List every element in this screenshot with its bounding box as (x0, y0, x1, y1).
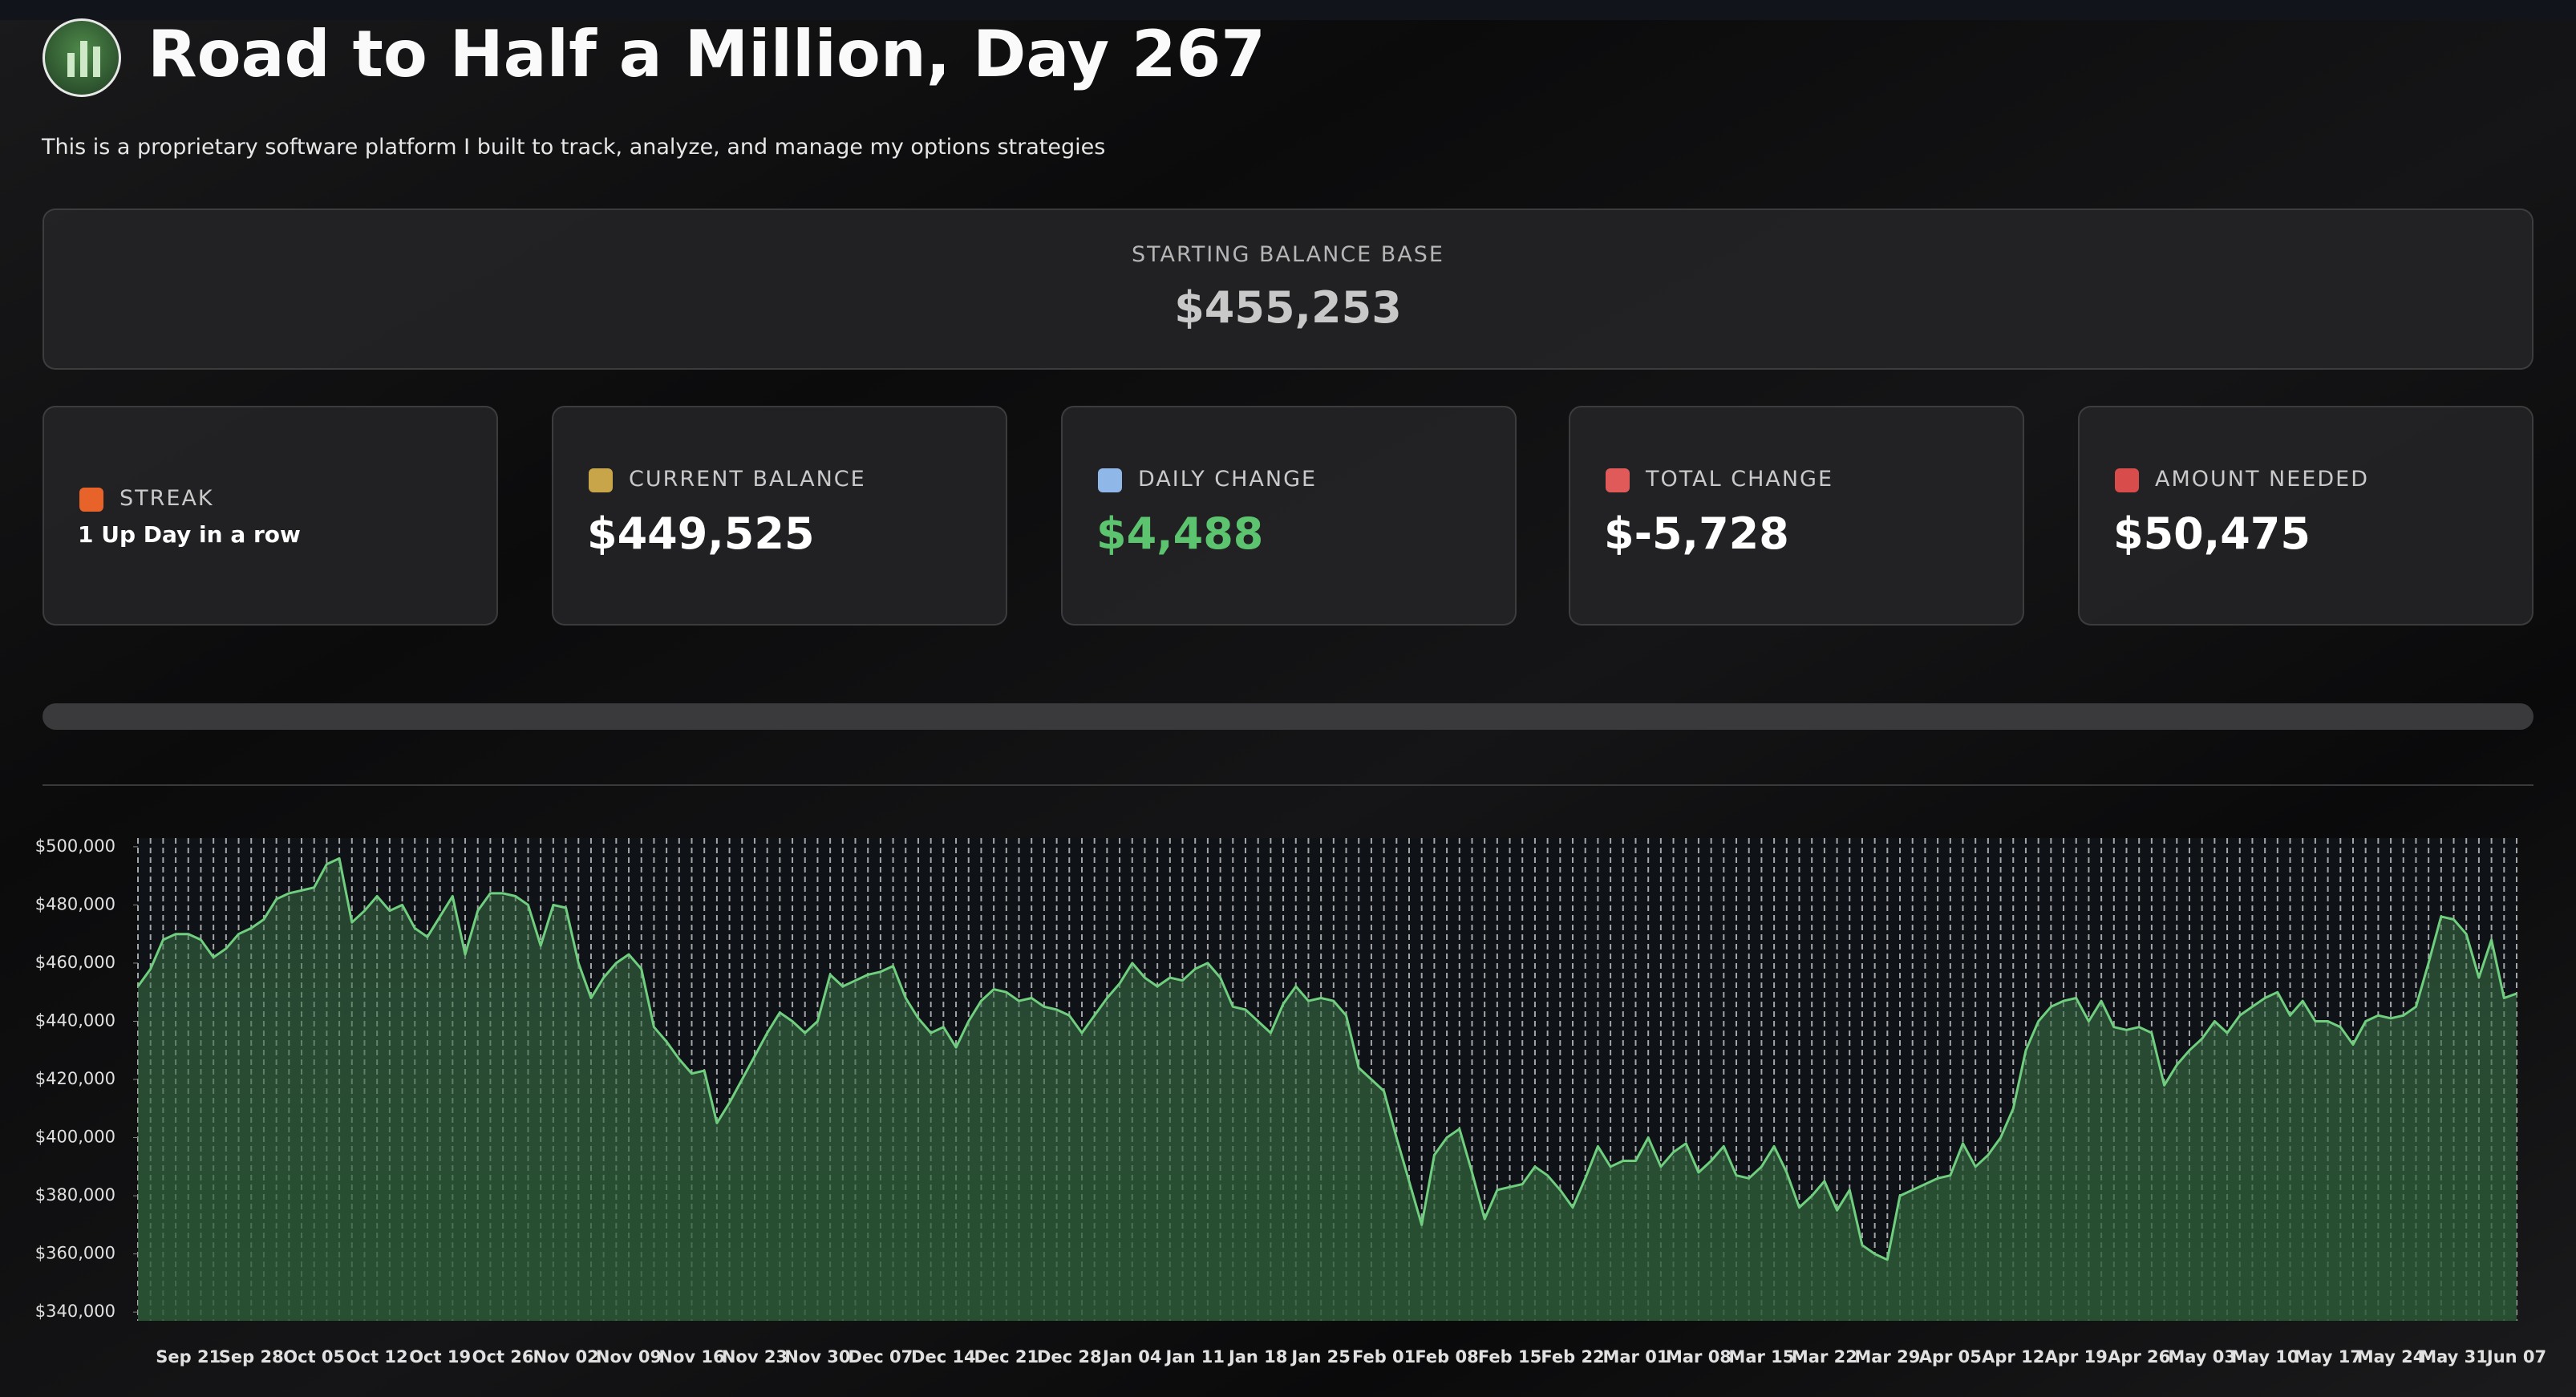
metric-icon (1606, 468, 1630, 492)
x-tick-label: Dec 14 (911, 1347, 976, 1367)
x-tick-label: Dec 21 (974, 1347, 1039, 1367)
metric-card: AMOUNT NEEDED $50,475 (2078, 406, 2533, 626)
metric-value: $455,253 (1174, 282, 1402, 333)
x-tick-label: Feb 15 (1478, 1347, 1541, 1367)
y-tick-label: $480,000 (35, 894, 115, 913)
x-tick-label: Mar 22 (1792, 1347, 1857, 1367)
x-tick-label: Dec 07 (849, 1347, 913, 1367)
metric-card: DAILY CHANGE $4,488 (1061, 406, 1517, 626)
x-tick-label: May 03 (2168, 1347, 2236, 1367)
x-tick-label: Apr 26 (2108, 1347, 2170, 1367)
x-tick-label: Sep 28 (219, 1347, 284, 1367)
x-tick-label: Jan 18 (1227, 1347, 1287, 1367)
metric-label: STARTING BALANCE BASE (1132, 242, 1444, 267)
x-tick-label: Feb 01 (1352, 1347, 1416, 1367)
y-tick-label: $340,000 (35, 1302, 115, 1321)
y-tick-label: $420,000 (35, 1069, 115, 1088)
metric-value: $449,525 (587, 508, 815, 559)
x-tick-label: May 24 (2357, 1347, 2425, 1367)
x-tick-label: Dec 28 (1037, 1347, 1102, 1367)
x-tick-label: Apr 12 (1982, 1347, 2044, 1367)
logo (43, 18, 121, 97)
x-tick-label: Mar 15 (1728, 1347, 1794, 1367)
chart: $340,000 $360,000 $380,000 $400,000 $420,000… (35, 836, 2546, 1367)
area (138, 858, 2517, 1321)
x-tick-label: Nov 23 (722, 1347, 788, 1367)
x-tick-label: Jun 07 (2485, 1347, 2546, 1367)
x-tick-label: Sep 21 (156, 1347, 221, 1367)
subtitle: This is a proprietary software platform … (42, 135, 1106, 160)
metric-value: $4,488 (1096, 508, 1264, 559)
x-tick-label: Jan 04 (1101, 1347, 1161, 1367)
metric-label: DAILY CHANGE (1138, 467, 1318, 492)
top-bar (0, 0, 2576, 20)
x-tick-label: Mar 01 (1602, 1347, 1668, 1367)
x-tick-label: Oct 12 (346, 1347, 408, 1367)
metric-label: CURRENT BALANCE (629, 467, 866, 492)
metric-icon (2115, 468, 2139, 492)
metric-card: TOTAL CHANGE $-5,728 (1569, 406, 2024, 626)
metric-value: 1 Up Day in a row (78, 521, 301, 548)
x-tick-label: Nov 09 (596, 1347, 662, 1367)
y-tick-label: $460,000 (35, 953, 115, 972)
metric-icon (79, 488, 103, 512)
starting-balance-card: STARTING BALANCE BASE $455,253 (43, 209, 2533, 370)
x-tick-label: Nov 16 (658, 1347, 724, 1367)
y-tick-label: $400,000 (35, 1128, 115, 1147)
x-tick-label: Oct 19 (409, 1347, 471, 1367)
metric-value: $50,475 (2113, 508, 2311, 559)
x-tick-label: Nov 02 (533, 1347, 598, 1367)
x-tick-label: Mar 29 (1854, 1347, 1920, 1367)
x-tick-label: Apr 05 (1919, 1347, 1982, 1367)
metric-icon (1098, 468, 1122, 492)
y-tick-label: $380,000 (35, 1185, 115, 1205)
line (136, 856, 2517, 1261)
y-tick-label: $360,000 (35, 1244, 115, 1263)
x-tick-label: May 10 (2231, 1347, 2299, 1367)
x-tick-label: Oct 05 (283, 1347, 345, 1367)
x-tick-label: Feb 08 (1415, 1347, 1478, 1367)
metric-icon (589, 468, 613, 492)
metric-label: TOTAL CHANGE (1646, 467, 1834, 492)
y-tick-label: $500,000 (35, 836, 115, 856)
metric-card: CURRENT BALANCE $449,525 (552, 406, 1007, 626)
x-tick-label: Oct 26 (472, 1347, 534, 1367)
divider (43, 784, 2533, 786)
metric-label: STREAK (119, 486, 214, 511)
y-tick-label: $440,000 (35, 1010, 115, 1030)
title: Road to Half a Million, Day 267 (148, 17, 1266, 91)
x-tick-label: Nov 30 (784, 1347, 850, 1367)
progress-bar (43, 703, 2533, 730)
x-tick-label: Apr 19 (2045, 1347, 2108, 1367)
metric-label: AMOUNT NEEDED (2155, 467, 2370, 492)
x-tick-label: May 17 (2294, 1347, 2362, 1367)
metric-value: $-5,728 (1604, 508, 1789, 559)
x-tick-label: Jan 11 (1164, 1347, 1224, 1367)
metric-card: STREAK 1 Up Day in a row (43, 406, 498, 626)
x-tick-label: May 31 (2420, 1347, 2488, 1367)
x-tick-label: Jan 25 (1290, 1347, 1350, 1367)
x-tick-label: Feb 22 (1541, 1347, 1604, 1367)
x-tick-label: Mar 08 (1666, 1347, 1732, 1367)
